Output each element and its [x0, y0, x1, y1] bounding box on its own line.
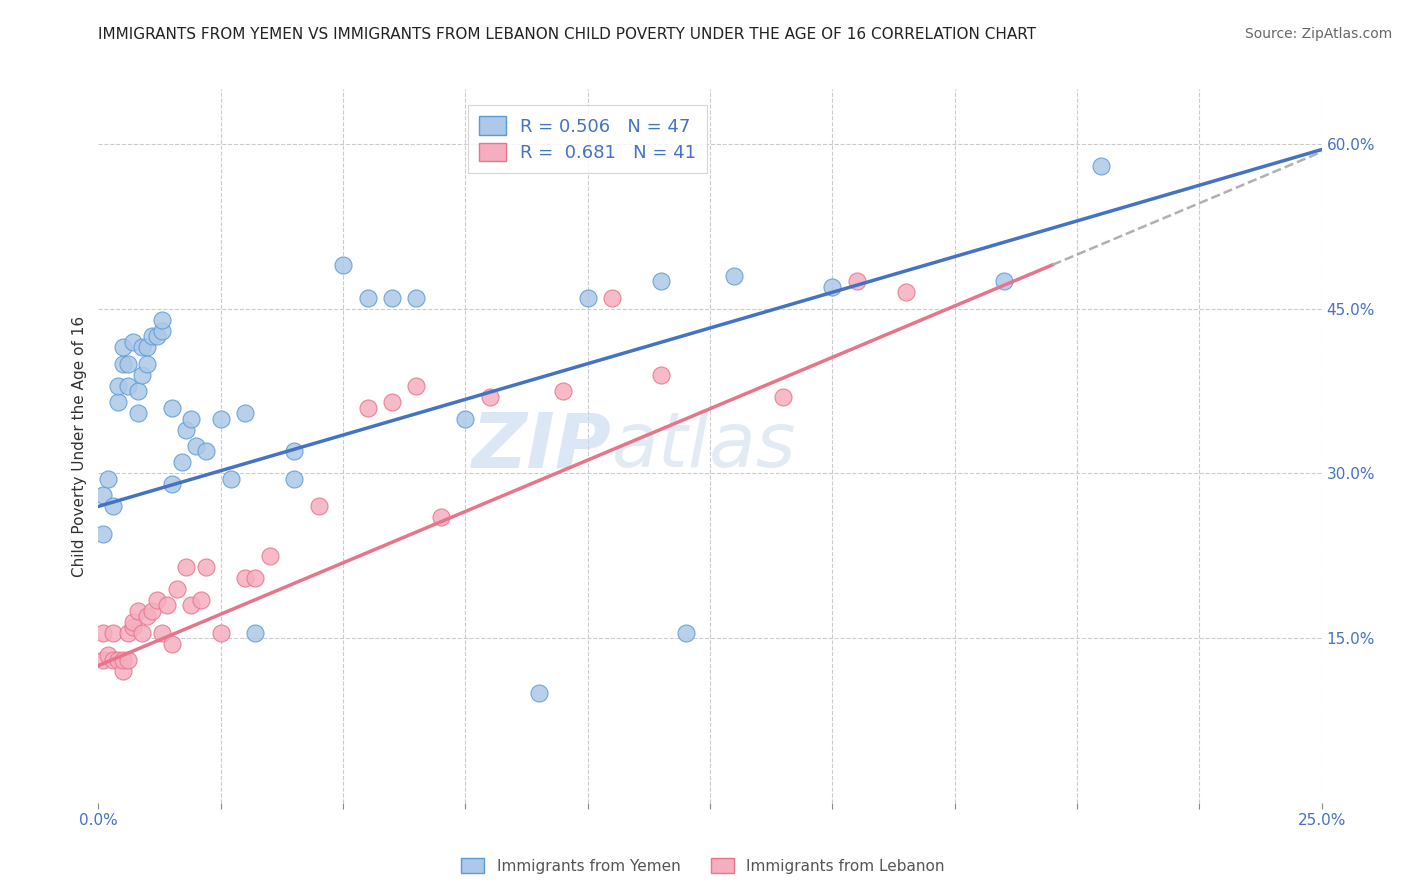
Point [180, 411, 202, 425]
Point [186, 439, 208, 453]
Point [381, 395, 404, 409]
Point [650, 368, 672, 382]
Point [111, 357, 134, 371]
Point [127, 384, 149, 398]
Point [454, 411, 477, 425]
Point [91, 526, 114, 541]
Point [243, 625, 266, 640]
Point [131, 625, 153, 640]
Point [111, 653, 134, 667]
Text: IMMIGRANTS FROM YEMEN VS IMMIGRANTS FROM LEBANON CHILD POVERTY UNDER THE AGE OF : IMMIGRANTS FROM YEMEN VS IMMIGRANTS FROM… [98, 27, 1036, 42]
Point [107, 653, 129, 667]
Point [176, 423, 198, 437]
Point [101, 625, 124, 640]
Point [107, 395, 129, 409]
Point [101, 653, 124, 667]
Point [821, 280, 844, 294]
Point [219, 472, 242, 486]
Point [527, 686, 550, 700]
Point [180, 598, 202, 612]
Point [91, 625, 114, 640]
Point [283, 472, 305, 486]
Point [117, 653, 139, 667]
Point [332, 258, 354, 272]
Point [283, 444, 305, 458]
Point [146, 329, 169, 343]
Point [176, 559, 198, 574]
Point [233, 571, 256, 585]
Point [136, 357, 159, 371]
Text: atlas: atlas [612, 409, 797, 483]
Point [894, 285, 917, 300]
Point [259, 549, 281, 563]
Point [131, 368, 153, 382]
Point [160, 637, 183, 651]
Point [150, 324, 173, 338]
Point [405, 291, 427, 305]
Point [308, 500, 330, 514]
Point [91, 488, 114, 502]
Point [405, 378, 427, 392]
Text: ZIP: ZIP [472, 409, 612, 483]
Point [127, 406, 149, 420]
Point [430, 510, 453, 524]
Point [150, 312, 173, 326]
Point [121, 334, 143, 349]
Point [160, 401, 183, 415]
Point [195, 444, 218, 458]
Point [993, 274, 1015, 288]
Point [576, 291, 599, 305]
Point [233, 406, 256, 420]
Point [723, 268, 745, 283]
Point [356, 291, 378, 305]
Point [478, 390, 501, 404]
Point [131, 340, 153, 354]
Point [97, 648, 120, 662]
Point [190, 592, 212, 607]
Point [117, 357, 139, 371]
Point [127, 604, 149, 618]
Point [111, 664, 134, 678]
Point [91, 653, 114, 667]
Legend: R = 0.506   N = 47, R =  0.681   N = 41: R = 0.506 N = 47, R = 0.681 N = 41 [468, 105, 707, 173]
Point [1090, 159, 1112, 173]
Legend: Immigrants from Yemen, Immigrants from Lebanon: Immigrants from Yemen, Immigrants from L… [456, 852, 950, 880]
Point [600, 291, 623, 305]
Point [381, 291, 404, 305]
Point [675, 625, 697, 640]
Point [136, 340, 159, 354]
Point [141, 329, 163, 343]
Point [156, 598, 179, 612]
Point [117, 625, 139, 640]
Point [121, 620, 143, 634]
Text: Source: ZipAtlas.com: Source: ZipAtlas.com [1244, 27, 1392, 41]
Point [136, 609, 159, 624]
Point [146, 592, 169, 607]
Point [650, 274, 672, 288]
Point [166, 582, 188, 596]
Point [121, 615, 143, 629]
Point [97, 472, 120, 486]
Point [101, 500, 124, 514]
Point [845, 274, 868, 288]
Point [553, 384, 575, 398]
Point [209, 625, 232, 640]
Point [160, 477, 183, 491]
Point [195, 559, 218, 574]
Point [772, 390, 794, 404]
Point [356, 401, 378, 415]
Y-axis label: Child Poverty Under the Age of 16: Child Poverty Under the Age of 16 [72, 316, 87, 576]
Point [150, 625, 173, 640]
Point [209, 411, 232, 425]
Point [243, 571, 266, 585]
Point [141, 604, 163, 618]
Point [111, 340, 134, 354]
Point [107, 378, 129, 392]
Point [117, 378, 139, 392]
Point [170, 455, 193, 469]
